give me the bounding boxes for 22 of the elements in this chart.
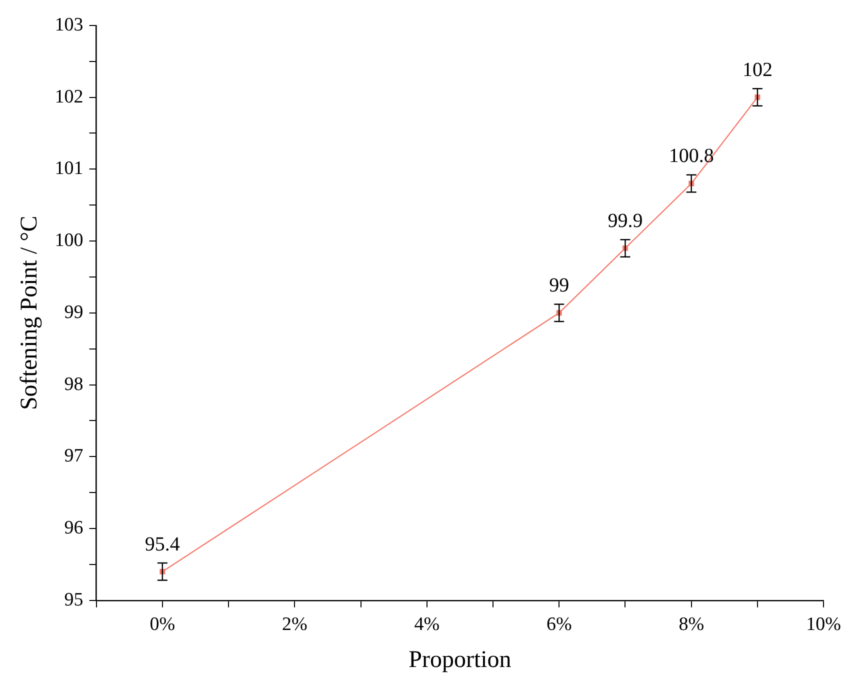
y-tick-label: 99 [64,302,84,323]
x-tick-label: 10% [806,614,842,635]
y-tick-label: 101 [54,158,84,180]
y-tick-label: 95 [64,589,84,610]
y-tick-label: 97 [64,446,84,467]
y-axis-title: Softening Point / °C [16,216,43,410]
x-tick-label: 0% [150,614,176,635]
data-label: 95.4 [144,533,180,556]
y-tick-label: 100 [54,230,84,252]
data-label: 99.9 [608,210,643,232]
y-tick-label: 96 [64,518,84,539]
y-tick-label: 103 [54,14,84,36]
x-tick-label: 4% [414,614,440,635]
x-tick-label: 2% [282,614,308,635]
data-label: 100.8 [668,145,714,168]
y-tick-label: 98 [64,374,84,395]
x-tick-label: 8% [678,614,704,635]
data-label: 99 [549,274,570,297]
y-tick-label: 102 [54,86,84,108]
x-tick-label: 6% [546,614,572,635]
data-label: 102 [742,58,772,81]
x-axis-title: Proportion [408,646,512,673]
